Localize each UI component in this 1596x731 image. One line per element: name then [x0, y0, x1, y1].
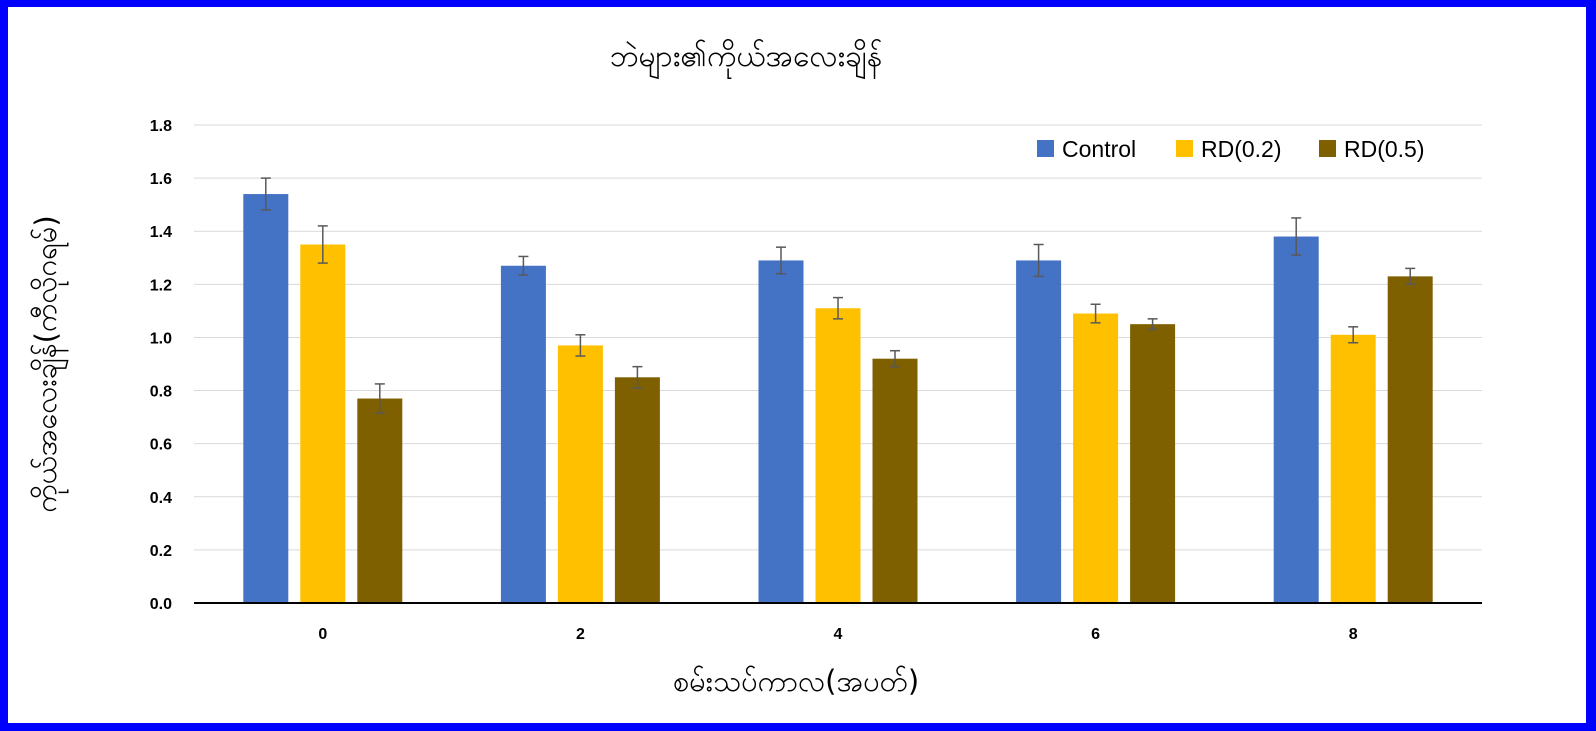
bar-RD(0.2)-week-0: [300, 244, 346, 603]
y-tick-label: 1.2: [150, 277, 172, 294]
x-tick-label: 8: [1349, 626, 1358, 643]
y-tick-label: 0.6: [150, 437, 172, 454]
x-tick-label: 4: [834, 626, 843, 643]
legend-swatch-RD(0.2): [1176, 140, 1193, 157]
y-tick-label: 1.4: [150, 224, 172, 241]
bar-Control-week-2: [500, 265, 546, 603]
error-bars: [260, 177, 1416, 414]
bar-RD(0.5)-week-6: [1130, 324, 1176, 603]
y-tick-label: 1.0: [150, 330, 172, 347]
legend: Control RD(0.2) RD(0.5): [1037, 136, 1425, 162]
legend-swatch-RD(0.5): [1319, 140, 1336, 157]
y-tick-label: 0.2: [150, 543, 172, 560]
legend-label-RD(0.2): RD(0.2): [1201, 136, 1282, 162]
x-tick-label: 2: [576, 626, 585, 643]
bar-RD(0.2)-week-2: [557, 345, 603, 603]
bar-Control-week-6: [1016, 260, 1062, 603]
legend-swatch-Control: [1037, 140, 1054, 157]
y-tick-label: 1.6: [150, 171, 172, 188]
bar-RD(0.5)-week-4: [872, 358, 918, 603]
bar-Control-week-4: [758, 260, 804, 603]
chart-title: ဘဲများ၏ကိုယ်အလေးချိန်: [610, 38, 883, 80]
bars: [243, 194, 1433, 604]
legend-label-Control: Control: [1062, 136, 1136, 162]
y-tick-label: 1.8: [150, 118, 172, 135]
y-axis-title: ကိုယ်အလေးချိန်(ကီလိုဂရမ်): [29, 215, 69, 512]
bar-RD(0.2)-week-6: [1073, 313, 1119, 603]
legend-label-RD(0.5): RD(0.5): [1344, 136, 1425, 162]
bar-RD(0.5)-week-8: [1387, 276, 1433, 603]
bar-RD(0.5)-week-2: [614, 377, 660, 603]
x-tick-label: 0: [318, 626, 327, 643]
bar-RD(0.5)-week-0: [357, 398, 403, 603]
y-tick-label: 0.0: [150, 596, 172, 613]
y-tick-label: 0.4: [150, 490, 172, 507]
x-tick-label: 6: [1091, 626, 1100, 643]
bar-Control-week-8: [1273, 236, 1319, 604]
y-axis-ticks: 0.0 0.2 0.4 0.6 0.8 1.0 1.2 1.4 1.6 1.8: [150, 118, 172, 613]
x-axis-title: စမ်းသပ်ကာလ(အပတ်): [673, 664, 919, 698]
y-tick-label: 0.8: [150, 384, 172, 401]
bar-RD(0.2)-week-8: [1330, 334, 1376, 603]
bar-RD(0.2)-week-4: [815, 308, 861, 603]
bar-Control-week-0: [243, 194, 289, 604]
x-axis-ticks: 0 2 4 6 8: [318, 626, 1357, 643]
